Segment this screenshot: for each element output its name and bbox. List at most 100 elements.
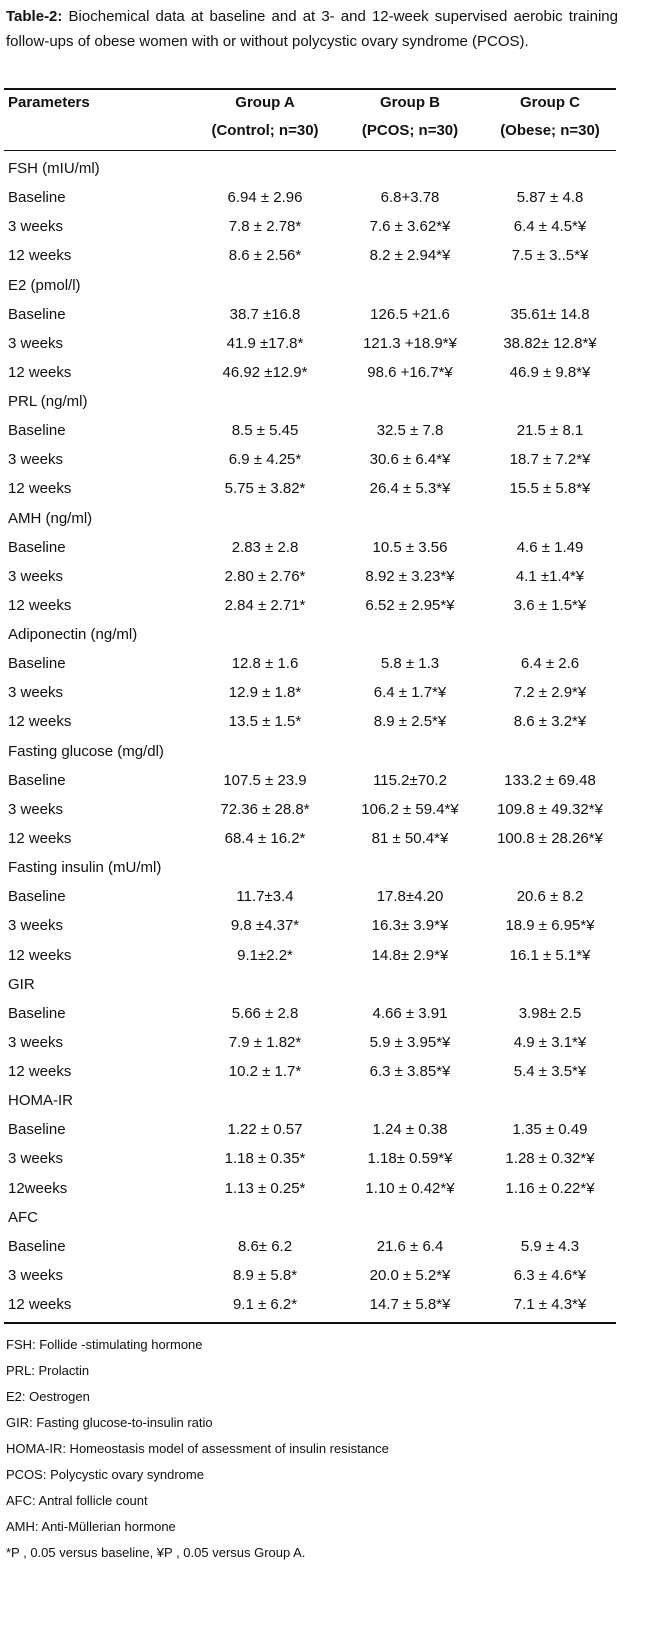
cell: 7.1 ± 4.3*¥ — [513, 1296, 587, 1314]
cell: 68.4 ± 16.2* — [224, 829, 306, 847]
row-label: 12 weeks — [8, 713, 72, 731]
footnote: *P , 0.05 versus baseline, ¥P , 0.05 ver… — [6, 1545, 306, 1560]
cell: 18.7 ± 7.2*¥ — [509, 451, 591, 469]
cell: 9.1±2.2* — [237, 946, 293, 964]
row-label: Baseline — [8, 538, 66, 556]
cell: 16.3± 3.9*¥ — [371, 917, 449, 935]
cell: 9.1 ± 6.2* — [232, 1296, 298, 1314]
cell: 121.3 +18.9*¥ — [363, 334, 457, 352]
cell: 18.9 ± 6.95*¥ — [505, 917, 595, 935]
cell: 46.9 ± 9.8*¥ — [509, 363, 591, 381]
cell: 1.18± 0.59*¥ — [367, 1150, 453, 1168]
cell: 8.6± 6.2 — [237, 1237, 293, 1255]
row-label: 3 weeks — [8, 1266, 64, 1284]
cell: 16.1 ± 5.1*¥ — [509, 946, 591, 964]
section-title: Fasting insulin (mU/ml) — [8, 859, 162, 877]
cell: 46.92 ±12.9* — [222, 363, 308, 381]
cell: 5.9 ± 3.95*¥ — [369, 1033, 451, 1051]
cell: 5.66 ± 2.8 — [231, 1004, 299, 1022]
section-title: Adiponectin (ng/ml) — [8, 626, 138, 644]
row-label: 3 weeks — [8, 334, 64, 352]
cell: 4.66 ± 3.91 — [372, 1004, 448, 1022]
row-label: Baseline — [8, 1237, 66, 1255]
cell: 8.6 ± 2.56* — [228, 247, 302, 265]
header-parameters: Parameters — [8, 94, 90, 111]
section-title: HOMA-IR — [8, 1092, 73, 1110]
cell: 4.9 ± 3.1*¥ — [513, 1033, 587, 1051]
cell: 20.0 ± 5.2*¥ — [369, 1266, 451, 1284]
cell: 1.13 ± 0.25* — [224, 1179, 306, 1197]
cell: 5.4 ± 3.5*¥ — [513, 1063, 587, 1081]
group-detail: (Obese; n=30) — [500, 122, 600, 139]
footnote: E2: Oestrogen — [6, 1389, 90, 1404]
cell: 115.2±70.2 — [373, 771, 447, 789]
cell: 38.82± 12.8*¥ — [503, 334, 597, 352]
cell: 6.8+3.78 — [380, 189, 440, 207]
row-label: 12weeks — [8, 1179, 68, 1197]
cell: 32.5 ± 7.8 — [376, 422, 444, 440]
cell: 6.4 ± 4.5*¥ — [513, 218, 587, 236]
row-label: Baseline — [8, 771, 66, 789]
cell: 6.52 ± 2.95*¥ — [365, 596, 455, 614]
cell: 12.8 ± 1.6 — [231, 655, 299, 673]
cell: 1.28 ± 0.32*¥ — [505, 1150, 595, 1168]
row-label: 12 weeks — [8, 946, 72, 964]
cell: 14.8± 2.9*¥ — [371, 946, 449, 964]
section-title: Fasting glucose (mg/dl) — [8, 742, 164, 760]
cell: 5.87 ± 4.8 — [516, 189, 584, 207]
cell: 11.7±3.4 — [236, 888, 294, 906]
row-label: 3 weeks — [8, 1150, 64, 1168]
cell: 3.98± 2.5 — [518, 1004, 582, 1022]
cell: 8.92 ± 3.23*¥ — [365, 567, 455, 585]
row-label: Baseline — [8, 1004, 66, 1022]
cell: 7.2 ± 2.9*¥ — [513, 684, 587, 702]
cell: 17.8±4.20 — [376, 888, 444, 906]
cell: 8.9 ± 2.5*¥ — [373, 713, 447, 731]
cell: 5.75 ± 3.82* — [224, 480, 306, 498]
cell: 15.5 ± 5.8*¥ — [509, 480, 591, 498]
cell: 6.3 ± 4.6*¥ — [513, 1266, 587, 1284]
cell: 98.6 +16.7*¥ — [367, 363, 453, 381]
group-name: Group A — [235, 94, 295, 111]
cell: 100.8 ± 28.26*¥ — [497, 829, 603, 847]
group-name: Group B — [380, 94, 440, 111]
row-label: 12 weeks — [8, 247, 72, 265]
cell: 21.6 ± 6.4 — [376, 1237, 444, 1255]
top-rule — [4, 88, 616, 90]
cell: 3.6 ± 1.5*¥ — [513, 596, 587, 614]
row-label: Baseline — [8, 189, 66, 207]
section-title: GIR — [8, 975, 35, 993]
cell: 2.84 ± 2.71* — [224, 596, 306, 614]
cell: 5.9 ± 4.3 — [520, 1237, 580, 1255]
cell: 6.3 ± 3.85*¥ — [369, 1063, 451, 1081]
caption-label: Table-2: — [6, 8, 63, 25]
cell: 4.1 ±1.4*¥ — [515, 567, 585, 585]
row-label: 3 weeks — [8, 800, 64, 818]
row-label: Baseline — [8, 422, 66, 440]
cell: 6.94 ± 2.96 — [227, 189, 303, 207]
section-title: E2 (pmol/l) — [8, 276, 81, 294]
cell: 35.61± 14.8 — [510, 305, 590, 323]
cell: 109.8 ± 49.32*¥ — [497, 800, 603, 818]
cell: 7.5 ± 3..5*¥ — [511, 247, 589, 265]
row-label: Baseline — [8, 305, 66, 323]
cell: 1.24 ± 0.38 — [372, 1121, 448, 1139]
cell: 21.5 ± 8.1 — [516, 422, 584, 440]
cell: 26.4 ± 5.3*¥ — [369, 480, 451, 498]
row-label: 3 weeks — [8, 218, 64, 236]
cell: 1.10 ± 0.42*¥ — [365, 1179, 455, 1197]
cell: 72.36 ± 28.8* — [220, 800, 310, 818]
section-title: FSH (mIU/ml) — [8, 160, 100, 177]
cell: 7.8 ± 2.78* — [228, 218, 302, 236]
row-label: 3 weeks — [8, 684, 64, 702]
caption-text: Biochemical data at baseline and at 3- a… — [6, 8, 618, 50]
cell: 6.9 ± 4.25* — [228, 451, 302, 469]
bottom-rule — [4, 1322, 616, 1324]
caption: Table-2: Biochemical data at baseline an… — [6, 4, 618, 54]
cell: 107.5 ± 23.9 — [223, 771, 307, 789]
cell: 7.6 ± 3.62*¥ — [369, 218, 451, 236]
cell: 1.35 ± 0.49 — [512, 1121, 588, 1139]
cell: 1.18 ± 0.35* — [224, 1150, 306, 1168]
cell: 8.6 ± 3.2*¥ — [513, 713, 587, 731]
